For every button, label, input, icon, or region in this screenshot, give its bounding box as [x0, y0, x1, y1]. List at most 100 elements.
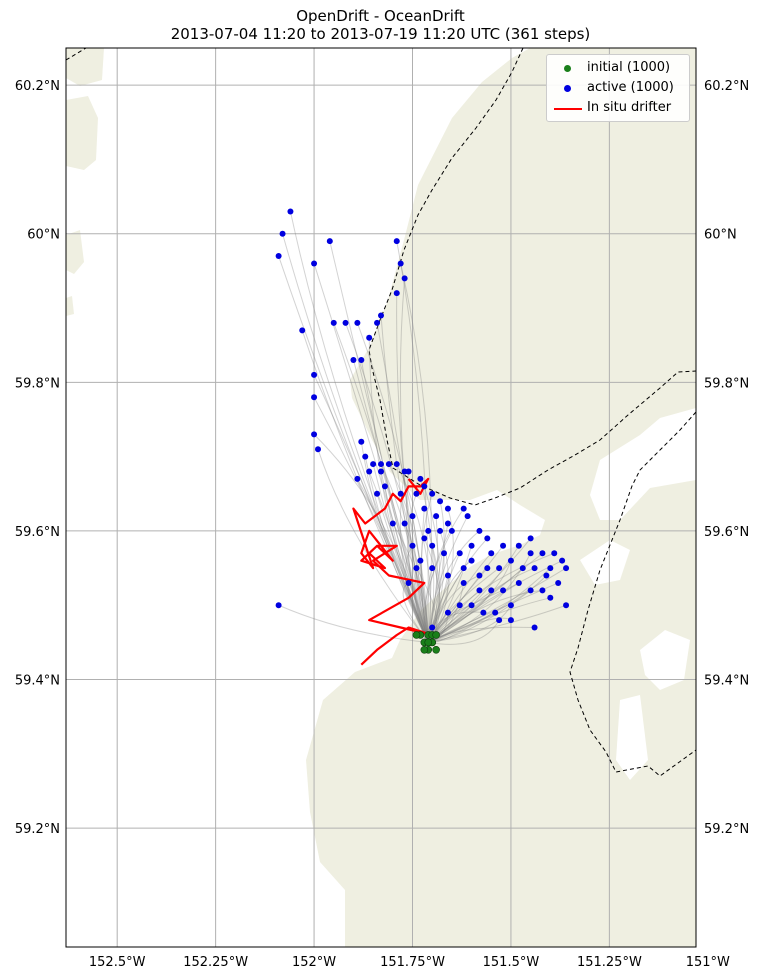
border-north	[66, 48, 696, 506]
active-point	[480, 609, 487, 616]
trajectory-line	[345, 322, 429, 643]
axes-frame	[65, 47, 697, 948]
active-point	[468, 557, 475, 564]
legend-active-marker	[564, 85, 571, 92]
active-point	[492, 609, 499, 616]
active-point	[330, 319, 337, 326]
trajectory-line	[427, 501, 445, 643]
land-west-2	[66, 48, 104, 86]
active-point	[515, 542, 522, 549]
active-point	[547, 565, 554, 572]
active-point	[275, 253, 282, 260]
active-point	[381, 483, 388, 490]
in-situ-drifter-track	[352, 477, 434, 666]
trajectory-line	[428, 567, 551, 643]
active-point	[555, 579, 562, 586]
active-point	[350, 357, 357, 364]
trajectory-line	[428, 604, 567, 643]
active-point	[468, 602, 475, 609]
active-point	[358, 438, 365, 445]
active-point	[429, 624, 436, 631]
trajectory-line	[428, 617, 512, 643]
lon-tick-label: 151.25°W	[577, 955, 642, 970]
lon-tick-label: 152.5°W	[89, 955, 146, 970]
trajectory-line	[356, 322, 429, 643]
active-point	[409, 542, 416, 549]
fjord-water-1	[616, 695, 648, 780]
active-point	[444, 572, 451, 579]
trajectory-line	[368, 337, 429, 643]
trajectory-line	[380, 315, 429, 643]
active-point	[393, 238, 400, 245]
lat-tick-label-left: 59.6°N	[15, 525, 60, 540]
lon-tick-label: 151.75°W	[380, 955, 445, 970]
active-point	[563, 602, 570, 609]
active-point	[496, 565, 503, 572]
active-point	[444, 609, 451, 616]
active-point	[429, 565, 436, 572]
trajectory-line	[399, 278, 429, 643]
active-point	[315, 446, 321, 453]
active-point	[311, 371, 318, 378]
inlet-water-2	[640, 630, 690, 690]
active-point	[464, 513, 471, 520]
active-point	[476, 572, 483, 579]
active-point	[409, 513, 416, 520]
active-point	[515, 579, 522, 586]
trajectory-line	[372, 463, 429, 643]
lat-tick-label-left: 59.2°N	[15, 822, 60, 837]
active-point	[441, 550, 447, 557]
lat-tick-label-left: 59.4°N	[15, 674, 60, 689]
active-point	[456, 602, 463, 609]
active-point	[500, 587, 507, 594]
trajectory-line	[427, 560, 563, 643]
land-west-4	[66, 296, 74, 316]
land-west-3	[66, 230, 84, 274]
legend-drifter-line	[554, 108, 582, 110]
inlet-water-1	[580, 540, 630, 585]
trajectory-line	[427, 552, 492, 643]
active-point	[354, 475, 361, 482]
trajectory-line	[282, 233, 429, 643]
legend-initial-label: initial (1000)	[587, 60, 671, 75]
active-point	[287, 208, 294, 215]
active-point	[460, 565, 467, 572]
active-point	[366, 468, 373, 475]
bay-water	[590, 408, 696, 520]
initial-point	[432, 646, 440, 654]
active-point	[326, 238, 333, 245]
active-point	[358, 357, 365, 364]
active-point	[401, 275, 408, 282]
active-point	[460, 579, 467, 586]
trajectory-line	[428, 619, 500, 645]
trajectory-line	[396, 463, 432, 643]
active-point	[417, 475, 424, 482]
active-point	[429, 542, 436, 549]
trajectory-line	[278, 604, 429, 643]
land-island-1	[346, 845, 408, 888]
trajectory-line	[278, 255, 429, 643]
active-point	[539, 587, 546, 594]
lat-tick-label-right: 59.4°N	[704, 674, 749, 689]
active-point	[417, 557, 424, 564]
initial-point	[420, 646, 429, 654]
initial-point	[412, 631, 421, 639]
active-point	[342, 319, 349, 326]
active-point	[527, 535, 534, 542]
chart-title: OpenDrift - OceanDrift	[296, 7, 465, 25]
active-point	[370, 461, 377, 468]
trajectory-line	[317, 449, 429, 643]
active-point	[437, 498, 444, 505]
active-point	[531, 624, 538, 631]
active-positions	[275, 208, 570, 631]
trajectory-line	[427, 508, 454, 643]
drifter-track-line	[352, 477, 434, 666]
initial-positions	[412, 631, 440, 654]
active-point	[559, 557, 566, 564]
active-point	[401, 520, 408, 527]
active-point	[311, 431, 318, 438]
trajectory-line	[313, 374, 429, 643]
trajectory-line	[360, 441, 429, 643]
active-point	[527, 550, 534, 557]
trajectory-line	[428, 575, 547, 643]
